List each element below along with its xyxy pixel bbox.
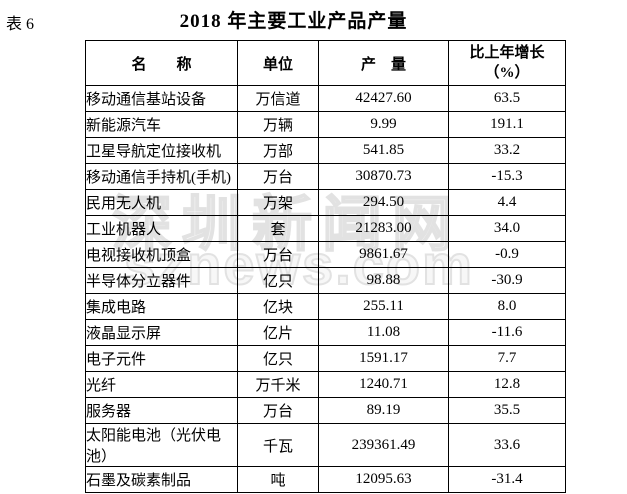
cell-output: 294.50: [318, 189, 449, 216]
table-caption-number: 表 6: [6, 16, 35, 33]
cell-product-name: 液晶显示屏: [85, 319, 238, 346]
table-row: 移动通信基站设备 万信道 42427.60 63.5: [85, 85, 566, 112]
cell-unit: 万辆: [237, 111, 319, 138]
cell-output: 12095.63: [318, 466, 449, 493]
cell-growth: -0.9: [448, 241, 566, 268]
table-row: 新能源汽车 万辆 9.99 191.1: [85, 111, 566, 138]
cell-product-name: 移动通信手持机(手机): [85, 163, 238, 190]
cell-growth: 33.6: [448, 423, 566, 467]
table-row: 电子元件 亿只 1591.17 7.7: [85, 345, 566, 372]
cell-unit: 千瓦: [237, 423, 319, 467]
cell-growth: 33.2: [448, 137, 566, 164]
column-header-name: 名 称: [85, 40, 238, 86]
cell-output: 98.88: [318, 267, 449, 294]
cell-growth: 191.1: [448, 111, 566, 138]
cell-growth: 35.5: [448, 397, 566, 424]
table-row: 光纤 万千米 1240.71 12.8: [85, 371, 566, 398]
cell-output: 255.11: [318, 293, 449, 320]
cell-product-name: 工业机器人: [85, 215, 238, 242]
table-row: 石墨及碳素制品 吨 12095.63 -31.4: [85, 466, 566, 493]
cell-growth: -11.6: [448, 319, 566, 346]
cell-output: 9861.67: [318, 241, 449, 268]
table-row: 民用无人机 万架 294.50 4.4: [85, 189, 566, 216]
cell-growth: -31.4: [448, 466, 566, 493]
cell-unit: 吨: [237, 466, 319, 493]
table-row: 半导体分立器件 亿只 98.88 -30.9: [85, 267, 566, 294]
cell-unit: 万台: [237, 163, 319, 190]
cell-output: 541.85: [318, 137, 449, 164]
cell-output: 1240.71: [318, 371, 449, 398]
industrial-output-table: 名 称 单位 产 量 比上年增长 （%） 移动通信基站设备 万信道 42427.…: [85, 40, 566, 493]
cell-output: 89.19: [318, 397, 449, 424]
cell-product-name: 石墨及碳素制品: [85, 466, 238, 493]
cell-output: 11.08: [318, 319, 449, 346]
cell-growth: 7.7: [448, 345, 566, 372]
table-row: 移动通信手持机(手机) 万台 30870.73 -15.3: [85, 163, 566, 190]
table-row: 太阳能电池（光伏电池） 千瓦 239361.49 33.6: [85, 423, 566, 467]
cell-unit: 亿只: [237, 345, 319, 372]
cell-product-name: 集成电路: [85, 293, 238, 320]
column-header-growth: 比上年增长 （%）: [448, 40, 566, 86]
cell-growth: 12.8: [448, 371, 566, 398]
cell-growth: -30.9: [448, 267, 566, 294]
cell-output: 42427.60: [318, 85, 449, 112]
cell-unit: 亿只: [237, 267, 319, 294]
cell-product-name: 电视接收机顶盒: [85, 241, 238, 268]
page-title: 2018 年主要工业产品产量: [179, 11, 408, 32]
cell-growth: 63.5: [448, 85, 566, 112]
cell-product-name: 太阳能电池（光伏电池）: [85, 423, 238, 467]
cell-unit: 万台: [237, 241, 319, 268]
table-row: 工业机器人 套 21283.00 34.0: [85, 215, 566, 242]
table-header-row: 名 称 单位 产 量 比上年增长 （%）: [85, 40, 566, 86]
cell-growth: 4.4: [448, 189, 566, 216]
cell-product-name: 民用无人机: [85, 189, 238, 216]
cell-product-name: 卫星导航定位接收机: [85, 137, 238, 164]
table-row: 集成电路 亿块 255.11 8.0: [85, 293, 566, 320]
cell-output: 30870.73: [318, 163, 449, 190]
cell-output: 21283.00: [318, 215, 449, 242]
cell-growth: 34.0: [448, 215, 566, 242]
table-row: 液晶显示屏 亿片 11.08 -11.6: [85, 319, 566, 346]
table-row: 电视接收机顶盒 万台 9861.67 -0.9: [85, 241, 566, 268]
cell-unit: 万台: [237, 397, 319, 424]
cell-product-name: 服务器: [85, 397, 238, 424]
cell-unit: 万信道: [237, 85, 319, 112]
column-header-unit: 单位: [237, 40, 319, 86]
table-row: 卫星导航定位接收机 万部 541.85 33.2: [85, 137, 566, 164]
cell-growth: -15.3: [448, 163, 566, 190]
cell-unit: 万部: [237, 137, 319, 164]
cell-unit: 亿块: [237, 293, 319, 320]
cell-output: 1591.17: [318, 345, 449, 372]
cell-unit: 亿片: [237, 319, 319, 346]
cell-unit: 万架: [237, 189, 319, 216]
cell-product-name: 电子元件: [85, 345, 238, 372]
cell-unit: 万千米: [237, 371, 319, 398]
cell-product-name: 半导体分立器件: [85, 267, 238, 294]
cell-output: 9.99: [318, 111, 449, 138]
cell-product-name: 新能源汽车: [85, 111, 238, 138]
column-header-output: 产 量: [318, 40, 449, 86]
cell-output: 239361.49: [318, 423, 449, 467]
cell-product-name: 光纤: [85, 371, 238, 398]
cell-unit: 套: [237, 215, 319, 242]
table-row: 服务器 万台 89.19 35.5: [85, 397, 566, 424]
cell-growth: 8.0: [448, 293, 566, 320]
cell-product-name: 移动通信基站设备: [85, 85, 238, 112]
